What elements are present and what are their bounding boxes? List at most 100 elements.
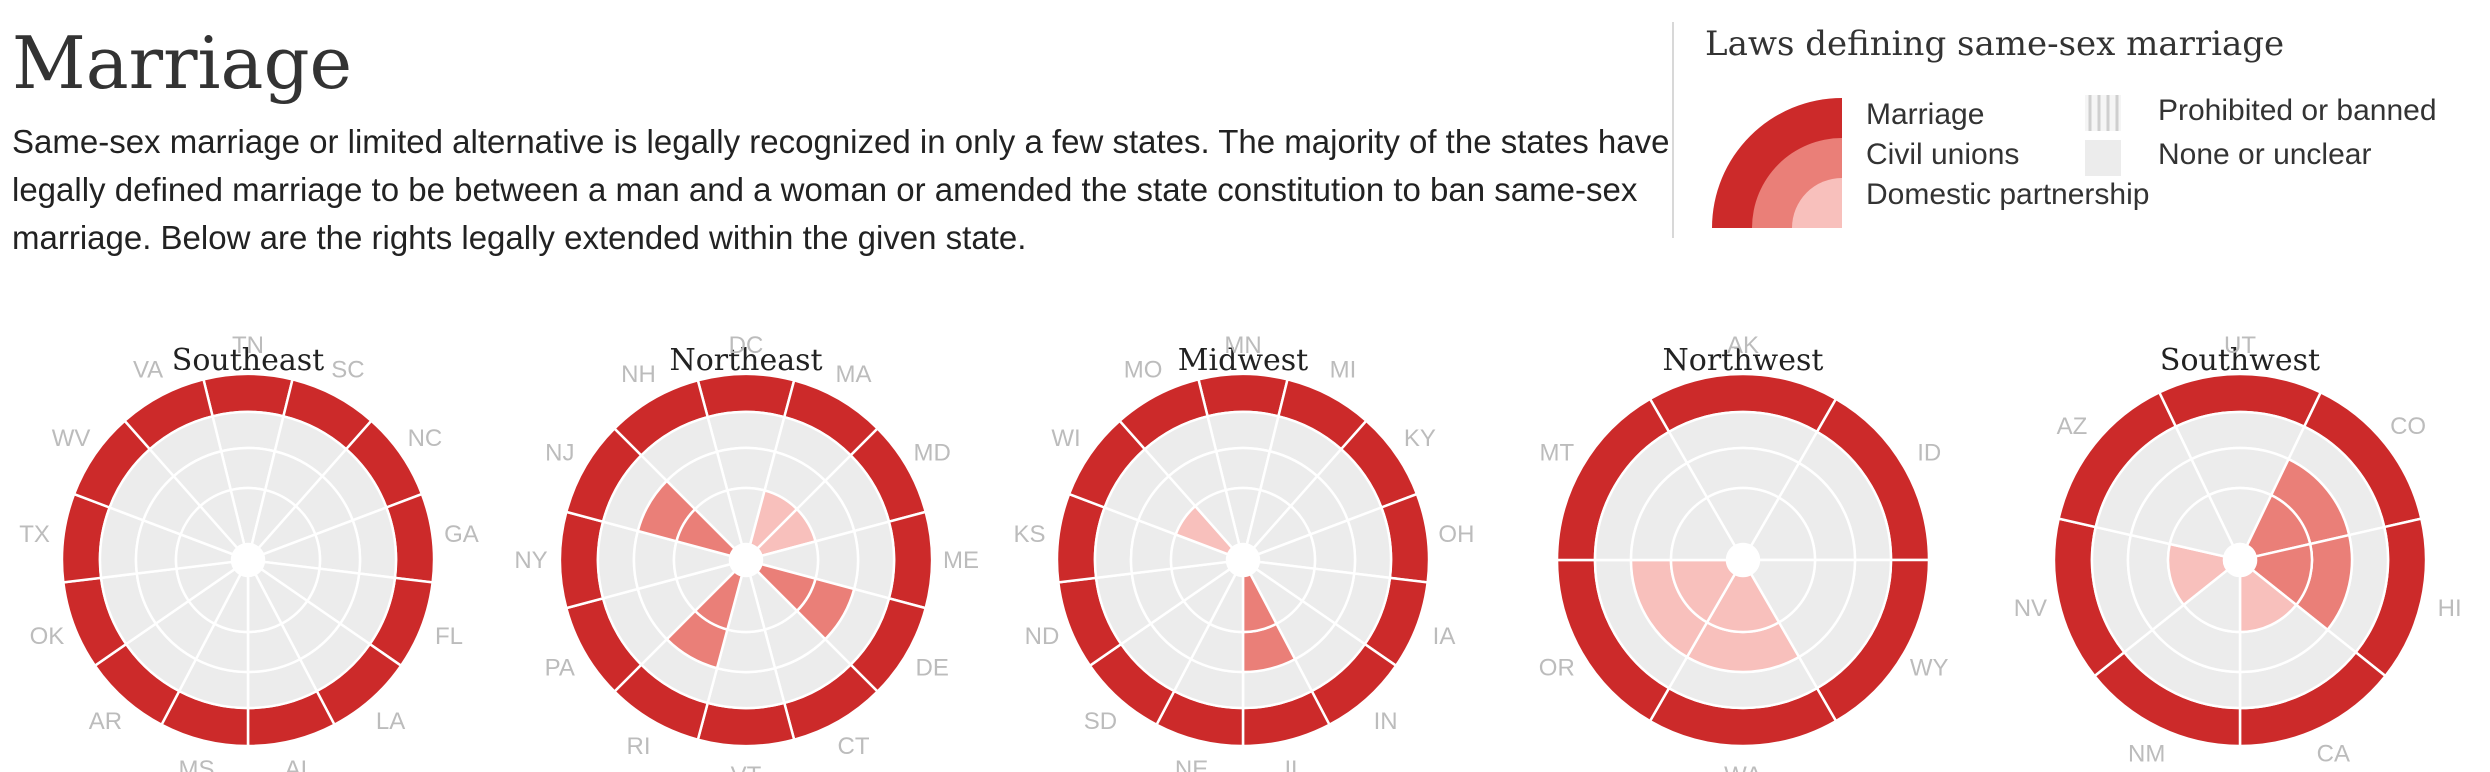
state-label: AK [1727, 332, 1759, 359]
state-label: DC [729, 332, 764, 359]
state-segment-wy[interactable]: WY [1749, 558, 1949, 723]
state-label: VA [133, 357, 163, 384]
state-label: NE [1175, 756, 1208, 772]
state-label: KS [1014, 521, 1046, 548]
state-segment-dc[interactable]: DC [696, 332, 796, 547]
state-segment-nc[interactable]: NC [256, 419, 443, 556]
marriage-ring-cell [696, 372, 796, 419]
state-label: IA [1433, 623, 1456, 650]
state-label: OH [1438, 521, 1474, 548]
center-hole [1727, 544, 1759, 576]
state-label: NM [2128, 741, 2165, 768]
state-segment-mn[interactable]: MN [1196, 332, 1290, 546]
region-title: Northwest [1663, 343, 1824, 378]
state-segment-ia[interactable]: IA [1254, 560, 1456, 668]
legend-domestic-partnership-swatch [1792, 178, 1842, 228]
state-label: KY [1404, 425, 1436, 452]
state-segment-nv[interactable]: NV [2014, 517, 2230, 678]
state-label: WV [52, 425, 91, 452]
state-segment-sd[interactable]: SD [1084, 567, 1238, 735]
outer-inner-ring-cell [1206, 410, 1280, 453]
state-segment-hi[interactable]: HI [2250, 517, 2462, 678]
legend-prohibited-swatch [2085, 95, 2121, 131]
state-label: FL [435, 623, 463, 650]
state-label: NV [2014, 595, 2047, 622]
marriage-ring-cell [696, 701, 796, 748]
state-segment-ca[interactable]: CA [2238, 568, 2388, 768]
state-label: HI [2438, 595, 2462, 622]
state-label: ID [1917, 440, 1941, 467]
state-label: DE [916, 655, 949, 682]
state-label: NY [514, 547, 547, 574]
state-label: UT [2224, 332, 2256, 359]
state-label: NJ [545, 440, 574, 467]
state-segment-de[interactable]: DE [755, 562, 949, 694]
state-label: AZ [2057, 413, 2088, 440]
state-label: AR [89, 708, 122, 735]
state-segment-ri[interactable]: RI [612, 569, 744, 760]
outer-inner-ring-cell [706, 410, 786, 454]
center-hole [2224, 544, 2256, 576]
marriage-ring-cell [1196, 372, 1290, 418]
state-label: VT [731, 762, 762, 772]
legend-none-label: None or unclear [2158, 138, 2372, 171]
state-label: MT [1539, 440, 1574, 467]
state-label: SC [331, 357, 364, 384]
state-label: IL [1284, 756, 1304, 772]
legend-civil-unions-label: Civil unions [1866, 138, 2020, 171]
state-segment-mi[interactable]: MI [1245, 357, 1369, 550]
state-segment-mt[interactable]: MT [1539, 397, 1737, 562]
state-segment-pa[interactable]: PA [545, 562, 737, 694]
state-segment-nh[interactable]: NH [612, 361, 744, 551]
state-label: LA [376, 708, 405, 735]
state-segment-oh[interactable]: OH [1256, 492, 1474, 584]
legend-divider [1672, 22, 1674, 238]
region-title: Southwest [2160, 343, 2320, 378]
state-label: ND [1025, 623, 1060, 650]
state-segment-la[interactable]: LA [253, 567, 405, 735]
state-segment-ut[interactable]: UT [2157, 332, 2323, 548]
marriage-ring-cell [201, 372, 295, 418]
state-label: GA [444, 521, 479, 548]
state-segment-vt[interactable]: VT [696, 573, 796, 772]
marriage-ring-cell [558, 510, 605, 610]
region-title: Southeast [172, 343, 324, 378]
state-segment-co[interactable]: CO [2245, 390, 2426, 558]
state-segment-mo[interactable]: MO [1117, 357, 1241, 550]
state-label: CT [838, 733, 870, 760]
state-segment-tx[interactable]: TX [19, 492, 235, 584]
center-hole [730, 544, 762, 576]
state-label: NC [408, 425, 443, 452]
state-segment-az[interactable]: AZ [2057, 390, 2235, 558]
state-label: MS [179, 756, 215, 772]
state-label: NH [621, 361, 656, 388]
legend-none-swatch [2085, 140, 2121, 176]
state-segment-ok[interactable]: OK [30, 560, 237, 668]
state-segment-va[interactable]: VA [122, 357, 246, 550]
state-label: TN [232, 332, 264, 359]
state-label: TX [19, 521, 50, 548]
state-segment-ny[interactable]: NY [514, 510, 733, 610]
center-hole [1227, 544, 1259, 576]
state-segment-ga[interactable]: GA [261, 492, 479, 584]
state-label: ME [943, 547, 979, 574]
state-segment-or[interactable]: OR [1539, 558, 1737, 723]
state-label: OR [1539, 655, 1575, 682]
outer-inner-ring-cell [706, 666, 786, 710]
state-segment-ne[interactable]: NE [1154, 572, 1245, 772]
center-hole [232, 544, 264, 576]
state-segment-ky[interactable]: KY [1251, 419, 1436, 556]
state-label: MA [836, 361, 872, 388]
outer-inner-ring-cell [211, 410, 285, 453]
legend-marriage-label: Marriage [1866, 98, 1985, 131]
legend-prohibited-label: Prohibited or banned [2158, 94, 2437, 127]
page-title: Marriage [12, 21, 353, 105]
state-label: CA [2317, 741, 2350, 768]
state-label: PA [545, 655, 575, 682]
state-label: SD [1084, 708, 1117, 735]
